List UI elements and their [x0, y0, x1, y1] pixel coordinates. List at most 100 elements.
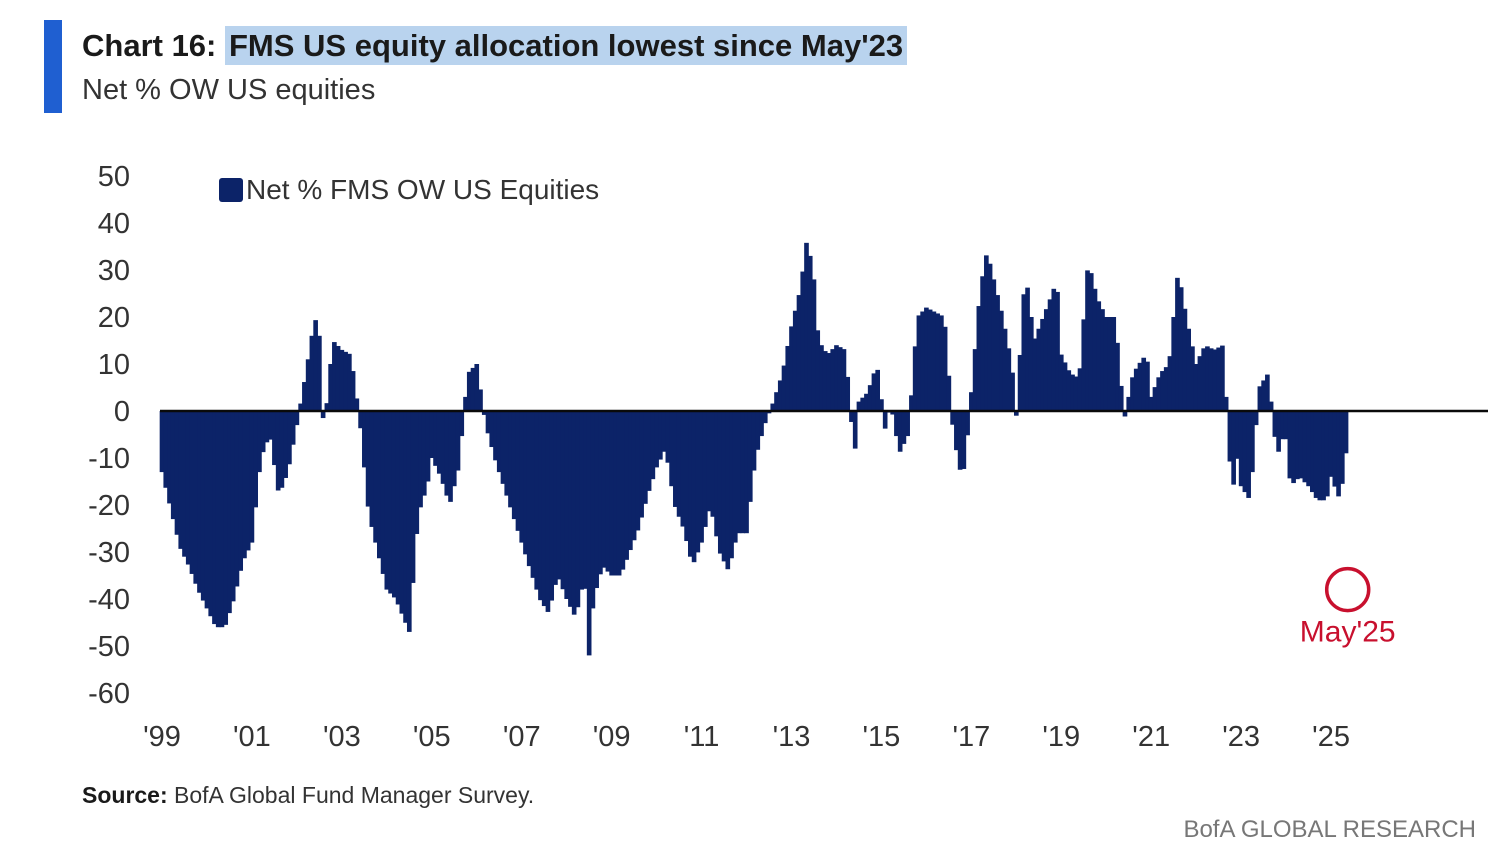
bar	[1175, 277, 1180, 411]
title-highlight: FMS US equity allocation lowest since Ma…	[225, 26, 908, 65]
bar	[1111, 317, 1117, 411]
bar	[354, 398, 360, 411]
bar	[1291, 411, 1296, 484]
x-tick-label: '09	[593, 721, 631, 753]
bar	[298, 403, 303, 411]
bar	[1268, 401, 1274, 411]
bar	[466, 371, 472, 411]
y-tick-label: -50	[88, 631, 130, 663]
bar	[991, 279, 997, 411]
bar	[1163, 367, 1169, 411]
bar	[189, 411, 195, 574]
bar	[744, 411, 749, 534]
bar	[230, 411, 236, 602]
annotation-label: May'25	[1300, 616, 1396, 649]
bar	[1231, 411, 1236, 485]
source-note: Source: BofA Global Fund Manager Survey.	[82, 782, 534, 809]
bar	[980, 276, 985, 411]
bar	[1306, 411, 1311, 487]
y-tick-label: 50	[98, 161, 130, 193]
bar	[594, 411, 599, 589]
bar	[433, 411, 438, 466]
bar	[238, 411, 244, 571]
bar	[1148, 396, 1154, 411]
y-tick-label: 40	[98, 208, 130, 240]
bar	[470, 367, 476, 411]
bar	[1310, 411, 1315, 493]
bar	[504, 411, 510, 496]
bar	[1339, 411, 1345, 484]
bar	[643, 411, 648, 504]
bar	[815, 330, 821, 411]
bar	[478, 389, 483, 411]
x-tick-label: '05	[413, 721, 451, 753]
bar	[358, 411, 363, 429]
y-tick-label: -30	[88, 537, 130, 569]
bar	[459, 411, 465, 437]
bar	[1261, 380, 1266, 411]
bar	[995, 295, 1000, 411]
bar	[463, 396, 468, 411]
bar	[197, 411, 202, 593]
bar	[500, 411, 506, 484]
bar	[406, 411, 412, 632]
bar	[927, 309, 933, 411]
bar	[365, 411, 371, 507]
bar	[564, 411, 569, 599]
bar	[882, 411, 888, 429]
bar	[302, 382, 307, 411]
bar	[305, 359, 311, 411]
bar	[560, 411, 566, 590]
bar	[939, 315, 944, 411]
bar	[1216, 347, 1221, 411]
bar	[455, 411, 461, 471]
bar	[931, 311, 937, 411]
bar	[924, 307, 929, 411]
bar	[260, 411, 266, 453]
bar	[1070, 374, 1075, 411]
bar	[942, 326, 948, 411]
bar	[1145, 361, 1150, 411]
bar	[646, 411, 652, 491]
bar	[800, 271, 806, 411]
bar	[1178, 287, 1184, 411]
bar	[219, 411, 225, 628]
bar	[1280, 411, 1285, 440]
bar	[313, 320, 318, 411]
bar	[1287, 411, 1293, 479]
bar	[583, 411, 588, 589]
bar	[751, 411, 757, 471]
bar	[223, 411, 229, 625]
bar	[837, 347, 843, 411]
bar	[283, 411, 288, 478]
bar	[530, 411, 536, 578]
bar	[545, 411, 551, 612]
bar	[1186, 328, 1192, 411]
bar	[774, 392, 779, 411]
bar	[796, 295, 802, 411]
bar	[493, 411, 498, 461]
bar	[1036, 328, 1042, 411]
bar	[1118, 385, 1124, 411]
bar	[972, 349, 978, 411]
bar	[661, 411, 667, 452]
bar	[1253, 411, 1259, 426]
bar	[916, 315, 922, 411]
bar	[650, 411, 656, 480]
bar	[969, 392, 974, 411]
bar	[549, 411, 555, 601]
bar	[987, 263, 993, 411]
bar	[481, 411, 487, 415]
bar	[834, 345, 839, 411]
bar	[1055, 291, 1060, 411]
bar	[785, 345, 791, 411]
bar	[601, 411, 607, 568]
legend-label: Net % FMS OW US Equities	[246, 174, 599, 205]
x-tick-label: '11	[684, 721, 720, 753]
x-tick-label: '07	[503, 721, 541, 753]
bar	[1276, 411, 1281, 452]
bar	[444, 411, 450, 496]
bar	[212, 411, 217, 625]
bar	[253, 411, 258, 508]
bar	[451, 411, 457, 487]
